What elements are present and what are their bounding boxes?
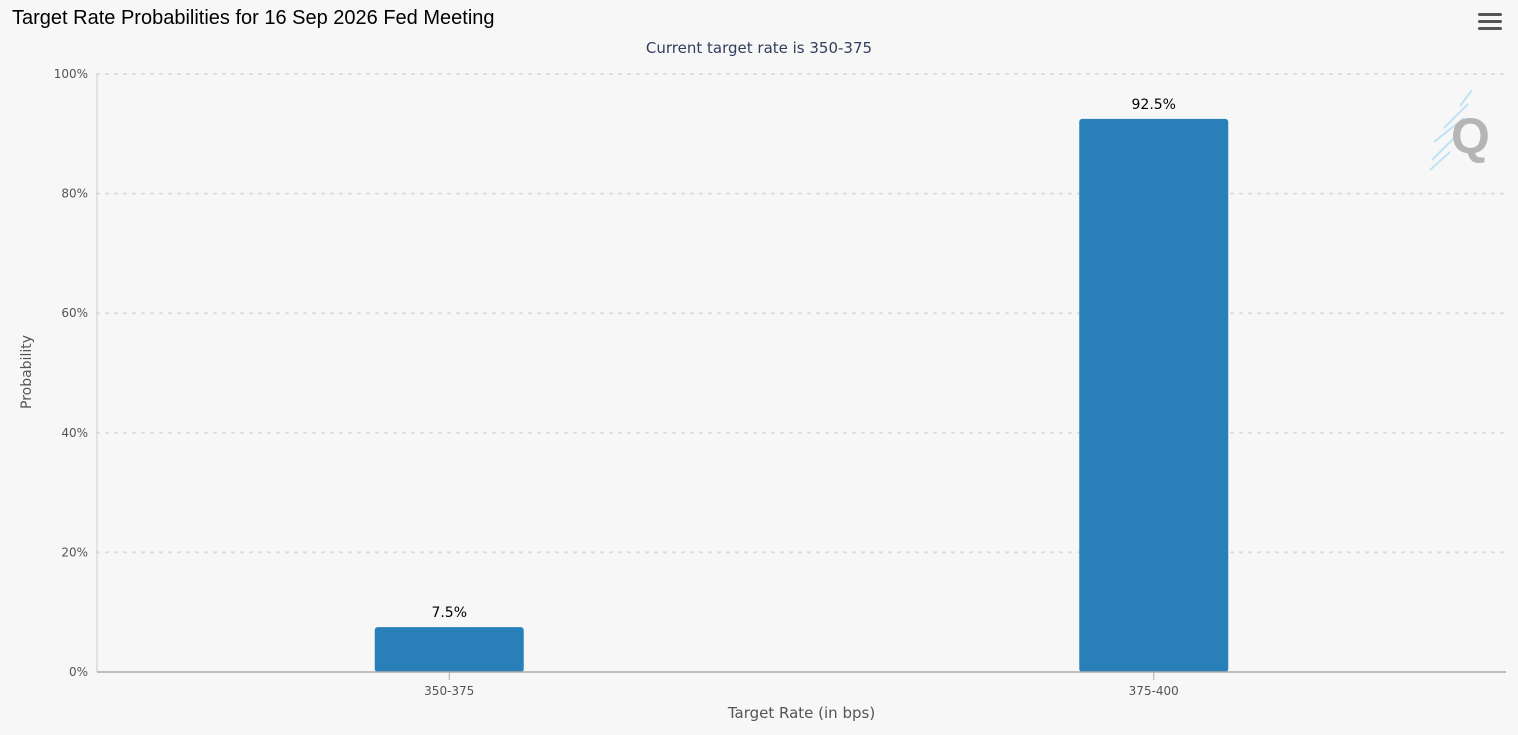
data-label: 92.5% (1132, 97, 1176, 113)
hamburger-menu-icon[interactable] (1478, 13, 1502, 35)
bar (374, 627, 524, 672)
y-tick-label: 80% (61, 187, 88, 201)
y-tick-label: 40% (61, 426, 88, 440)
chart-subtitle: Current target rate is 350-375 (645, 39, 873, 57)
chart-title: Target Rate Probabilities for 16 Sep 202… (12, 7, 495, 29)
y-tick-label: 100% (54, 67, 88, 81)
x-axis-label: Target Rate (in bps) (727, 704, 876, 722)
data-label: 7.5% (431, 605, 467, 621)
x-tick-label: 375-400 (1129, 684, 1179, 698)
y-tick-label: 60% (61, 306, 88, 320)
x-tick-label: 350-375 (424, 684, 474, 698)
y-tick-label: 20% (61, 545, 88, 559)
y-tick-label: 0% (69, 665, 88, 679)
q-logo-icon: Q (1429, 89, 1490, 171)
bar (1079, 118, 1229, 673)
logo-letter: Q (1451, 108, 1490, 164)
